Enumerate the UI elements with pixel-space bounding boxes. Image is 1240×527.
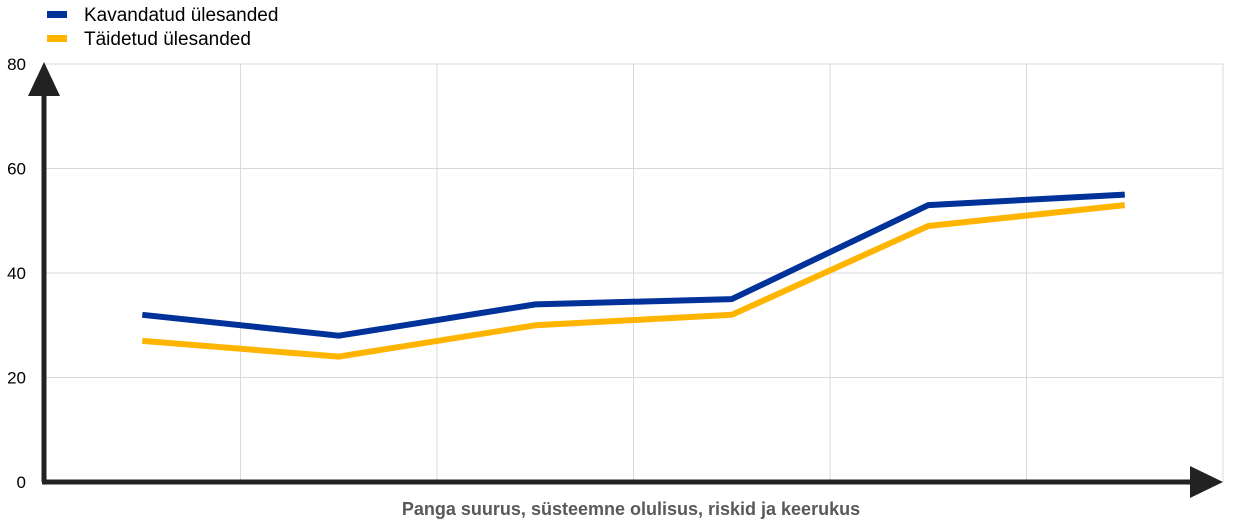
legend: Kavandatud ülesanded Täidetud ülesanded (47, 5, 278, 50)
y-tick-labels: 0 20 40 60 80 (7, 55, 26, 492)
y-tick-label: 60 (7, 160, 26, 179)
axes (28, 62, 1223, 498)
y-axis-arrow-icon (28, 62, 60, 96)
y-tick-label: 40 (7, 264, 26, 283)
series-lines (141, 191, 1126, 360)
legend-label-2: Täidetud ülesanded (84, 29, 251, 50)
series-line-2 (142, 202, 1126, 360)
y-tick-label: 80 (7, 55, 26, 74)
x-axis-label: Panga suurus, süsteemne olulisus, riskid… (402, 499, 860, 519)
legend-swatch-2 (47, 35, 67, 42)
legend-swatch-1 (47, 11, 67, 18)
series-line-1 (141, 191, 1125, 339)
legend-label-1: Kavandatud ülesanded (84, 5, 278, 26)
x-axis-arrow-icon (1190, 466, 1223, 498)
y-tick-label: 0 (17, 473, 26, 492)
y-tick-label: 20 (7, 369, 26, 388)
grid (44, 63, 1224, 483)
